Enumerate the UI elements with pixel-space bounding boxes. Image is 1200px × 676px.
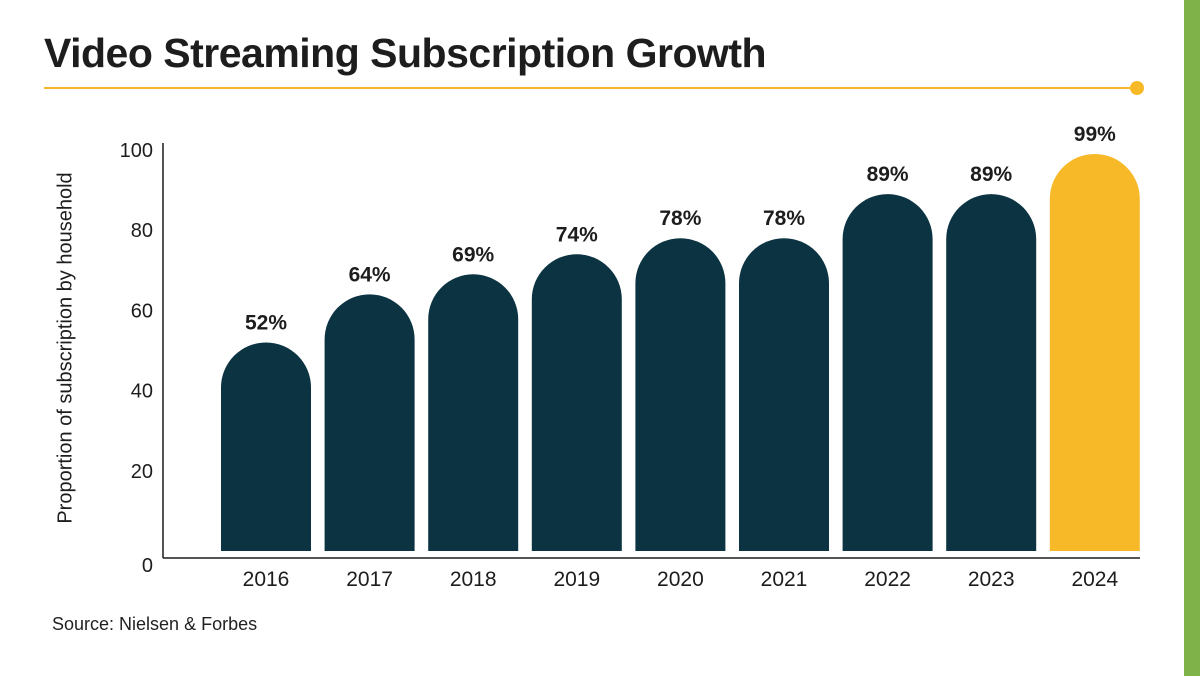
data-label: 89% bbox=[970, 163, 1012, 186]
x-tick-label: 2020 bbox=[657, 568, 704, 591]
x-axis-ticks: 2016 2017 2018 2019 2020 2021 2022 2023 2024 bbox=[243, 568, 1119, 591]
bar-2017 bbox=[324, 294, 415, 551]
chart-title: Video Streaming Subscription Growth bbox=[44, 30, 767, 76]
bar-2021 bbox=[739, 238, 829, 551]
bar-2022 bbox=[842, 194, 933, 552]
y-tick-label: 0 bbox=[142, 555, 153, 577]
y-tick-label: 100 bbox=[120, 140, 153, 162]
bar-2019 bbox=[531, 254, 622, 552]
x-tick-label: 2018 bbox=[450, 568, 497, 591]
data-label: 78% bbox=[763, 207, 805, 230]
x-tick-label: 2024 bbox=[1071, 568, 1118, 591]
x-tick-label: 2017 bbox=[346, 568, 393, 591]
bar-2018 bbox=[428, 274, 519, 551]
data-label: 69% bbox=[452, 243, 494, 266]
x-tick-label: 2021 bbox=[761, 568, 808, 591]
x-tick-label: 2023 bbox=[968, 568, 1015, 591]
bars: 52% 64% 69% 74% 78% 78% 89% 89% 99% bbox=[221, 123, 1140, 552]
data-label: 78% bbox=[659, 207, 701, 230]
x-tick-label: 2022 bbox=[864, 568, 911, 591]
bar-2020 bbox=[635, 238, 726, 551]
data-label: 74% bbox=[556, 223, 598, 246]
title-underline-dot bbox=[1130, 81, 1144, 95]
side-accent-band bbox=[1184, 0, 1200, 676]
y-tick-label: 40 bbox=[131, 381, 153, 403]
data-label: 64% bbox=[349, 263, 391, 286]
y-tick-label: 80 bbox=[131, 220, 153, 242]
y-tick-label: 60 bbox=[131, 300, 153, 322]
x-tick-label: 2019 bbox=[553, 568, 600, 591]
x-tick-label: 2016 bbox=[243, 568, 290, 591]
data-label: 99% bbox=[1074, 123, 1116, 146]
data-label: 89% bbox=[867, 163, 909, 186]
bar-2023 bbox=[946, 194, 1037, 552]
y-tick-label: 20 bbox=[131, 461, 153, 483]
bar-2016 bbox=[221, 342, 311, 551]
bar-2024 bbox=[1049, 154, 1140, 551]
data-label: 52% bbox=[245, 311, 287, 334]
title-underline bbox=[44, 87, 1136, 89]
source-note: Source: Nielsen & Forbes bbox=[52, 614, 258, 634]
y-axis-ticks: 0 20 40 60 80 100 bbox=[120, 140, 153, 577]
